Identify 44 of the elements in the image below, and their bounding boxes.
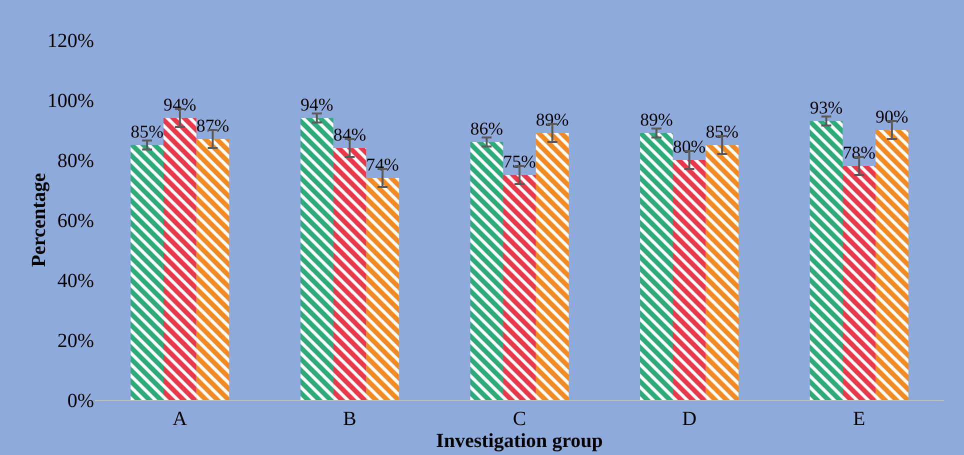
data-label: 90% [876, 106, 908, 127]
data-label: 87% [196, 116, 230, 136]
x-tick-label: D [682, 408, 697, 430]
bar [706, 145, 739, 400]
y-tick-label: 120% [47, 30, 94, 52]
x-axis-title: Investigation group [436, 430, 603, 452]
x-tick-label: B [343, 408, 356, 430]
bar [163, 118, 196, 400]
bar [810, 121, 843, 400]
y-tick-label: 100% [47, 90, 94, 112]
data-label: 94% [300, 94, 334, 115]
bar [876, 130, 908, 400]
bar [672, 160, 706, 400]
data-label: 89% [640, 110, 673, 130]
y-tick-label: 60% [57, 210, 94, 232]
x-tick-label: A [172, 408, 188, 430]
y-tick-label: 20% [57, 330, 94, 352]
bar [842, 166, 876, 400]
bar [366, 178, 399, 400]
bar [470, 142, 504, 400]
data-label: 85% [706, 122, 739, 142]
data-label: 78% [842, 142, 876, 163]
bar [640, 133, 673, 400]
x-tick-label: C [512, 408, 526, 430]
y-tick-label: 0% [67, 390, 94, 412]
bar [300, 118, 334, 400]
y-tick-label: 40% [57, 270, 94, 292]
bar [130, 145, 164, 400]
data-label: 93% [810, 98, 843, 118]
bar [503, 175, 536, 400]
data-label: 74% [366, 154, 400, 175]
y-tick-label: 80% [57, 150, 94, 172]
data-label: 75% [503, 152, 536, 172]
data-label: 85% [130, 122, 164, 142]
data-label: 84% [333, 124, 366, 145]
x-tick-label: E [852, 408, 866, 430]
bar [196, 139, 230, 400]
data-label: 89% [536, 110, 569, 130]
y-axis-title: Percentage [28, 172, 50, 268]
data-label: 86% [470, 118, 504, 139]
bar [333, 148, 366, 400]
bar [536, 133, 569, 400]
data-label: 94% [164, 94, 196, 115]
data-label: 80% [672, 136, 706, 157]
